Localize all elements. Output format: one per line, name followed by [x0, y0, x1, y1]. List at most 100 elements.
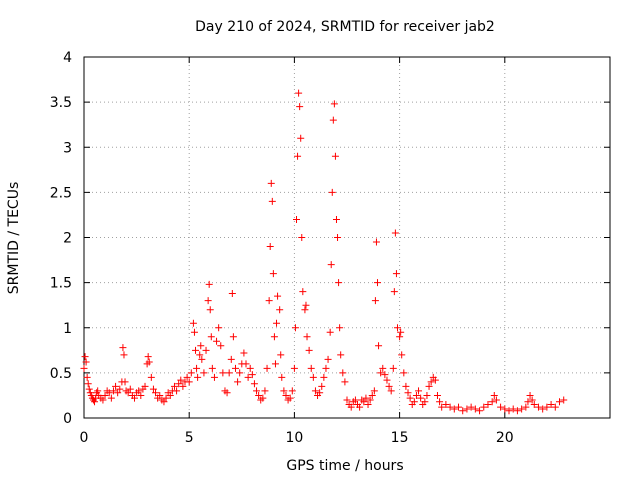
data-point: [187, 369, 195, 377]
data-point: [109, 387, 117, 395]
data-point: [339, 369, 347, 377]
data-point: [364, 400, 372, 408]
data-point: [120, 351, 128, 359]
data-point: [105, 389, 113, 397]
data-point: [223, 389, 231, 397]
data-point: [277, 351, 285, 359]
data-point: [276, 306, 284, 314]
data-point: [101, 391, 109, 399]
data-point: [197, 342, 205, 350]
data-point: [393, 324, 401, 332]
data-point: [301, 306, 309, 314]
x-tick-label: 20: [496, 430, 514, 446]
data-point: [297, 134, 305, 142]
data-point: [173, 387, 181, 395]
data-point: [337, 351, 345, 359]
data-point: [141, 382, 149, 390]
data-point: [194, 373, 202, 381]
data-point: [198, 355, 206, 363]
data-point: [250, 380, 258, 388]
x-tick-label: 15: [391, 430, 409, 446]
x-tick-label: 0: [80, 430, 89, 446]
data-point: [135, 387, 143, 395]
data-point: [303, 333, 311, 341]
data-point: [271, 360, 279, 368]
data-point: [524, 398, 532, 406]
data-point: [299, 288, 307, 296]
data-point: [505, 407, 513, 415]
data-point: [259, 394, 267, 402]
data-point: [442, 400, 450, 408]
data-point: [246, 364, 254, 372]
data-point: [328, 188, 336, 196]
data-point: [490, 391, 498, 399]
data-point: [225, 369, 233, 377]
y-tick-label: 4: [63, 50, 72, 66]
data-point: [293, 215, 301, 223]
y-axis-label: SRMTID / TECUs: [6, 182, 22, 295]
y-tick-label: 3.5: [50, 95, 72, 111]
data-point: [551, 403, 559, 411]
data-point: [383, 376, 391, 384]
data-point: [526, 391, 534, 399]
data-point: [402, 382, 410, 390]
data-point: [412, 391, 420, 399]
data-point: [377, 369, 385, 377]
data-point: [390, 288, 398, 296]
data-point: [431, 376, 439, 384]
data-point: [91, 398, 99, 406]
data-point: [228, 289, 236, 297]
data-point: [302, 301, 310, 309]
data-point: [459, 407, 467, 415]
data-point: [190, 328, 198, 336]
data-point: [351, 396, 359, 404]
data-point: [438, 403, 446, 411]
data-point: [294, 152, 302, 160]
data-point: [334, 234, 342, 241]
data-point: [107, 394, 115, 402]
data-point: [126, 385, 134, 393]
data-point: [362, 394, 370, 402]
data-point: [336, 324, 344, 332]
data-point: [427, 378, 435, 386]
data-point: [253, 387, 261, 395]
data-point: [360, 398, 368, 406]
data-point: [423, 391, 431, 399]
data-point: [231, 364, 239, 372]
data-point: [343, 396, 351, 404]
data-point: [166, 391, 174, 399]
data-point: [236, 369, 244, 377]
data-point: [335, 279, 343, 287]
data-point: [534, 403, 542, 411]
data-point: [421, 398, 429, 406]
data-point: [99, 396, 107, 404]
data-point: [119, 344, 127, 352]
data-point: [274, 292, 282, 300]
data-point: [265, 297, 273, 305]
data-point: [196, 351, 204, 359]
data-point: [210, 373, 218, 381]
data-point: [85, 385, 93, 393]
data-point: [280, 387, 288, 395]
data-point: [417, 394, 425, 402]
data-point: [206, 306, 214, 314]
data-point: [404, 389, 412, 397]
data-point: [217, 342, 225, 350]
data-point: [192, 346, 200, 354]
data-point: [94, 387, 102, 395]
data-point: [269, 270, 277, 278]
plot-frame: [83, 56, 611, 419]
data-point: [83, 373, 91, 381]
data-point: [356, 403, 364, 411]
data-point: [518, 405, 526, 413]
data-point: [329, 116, 337, 124]
data-point: [560, 396, 568, 404]
data-point: [397, 328, 405, 336]
data-point: [204, 297, 212, 305]
data-point: [501, 405, 509, 413]
data-point: [248, 371, 256, 379]
data-point: [366, 396, 374, 404]
data-point: [332, 215, 340, 223]
data-point: [396, 333, 404, 341]
